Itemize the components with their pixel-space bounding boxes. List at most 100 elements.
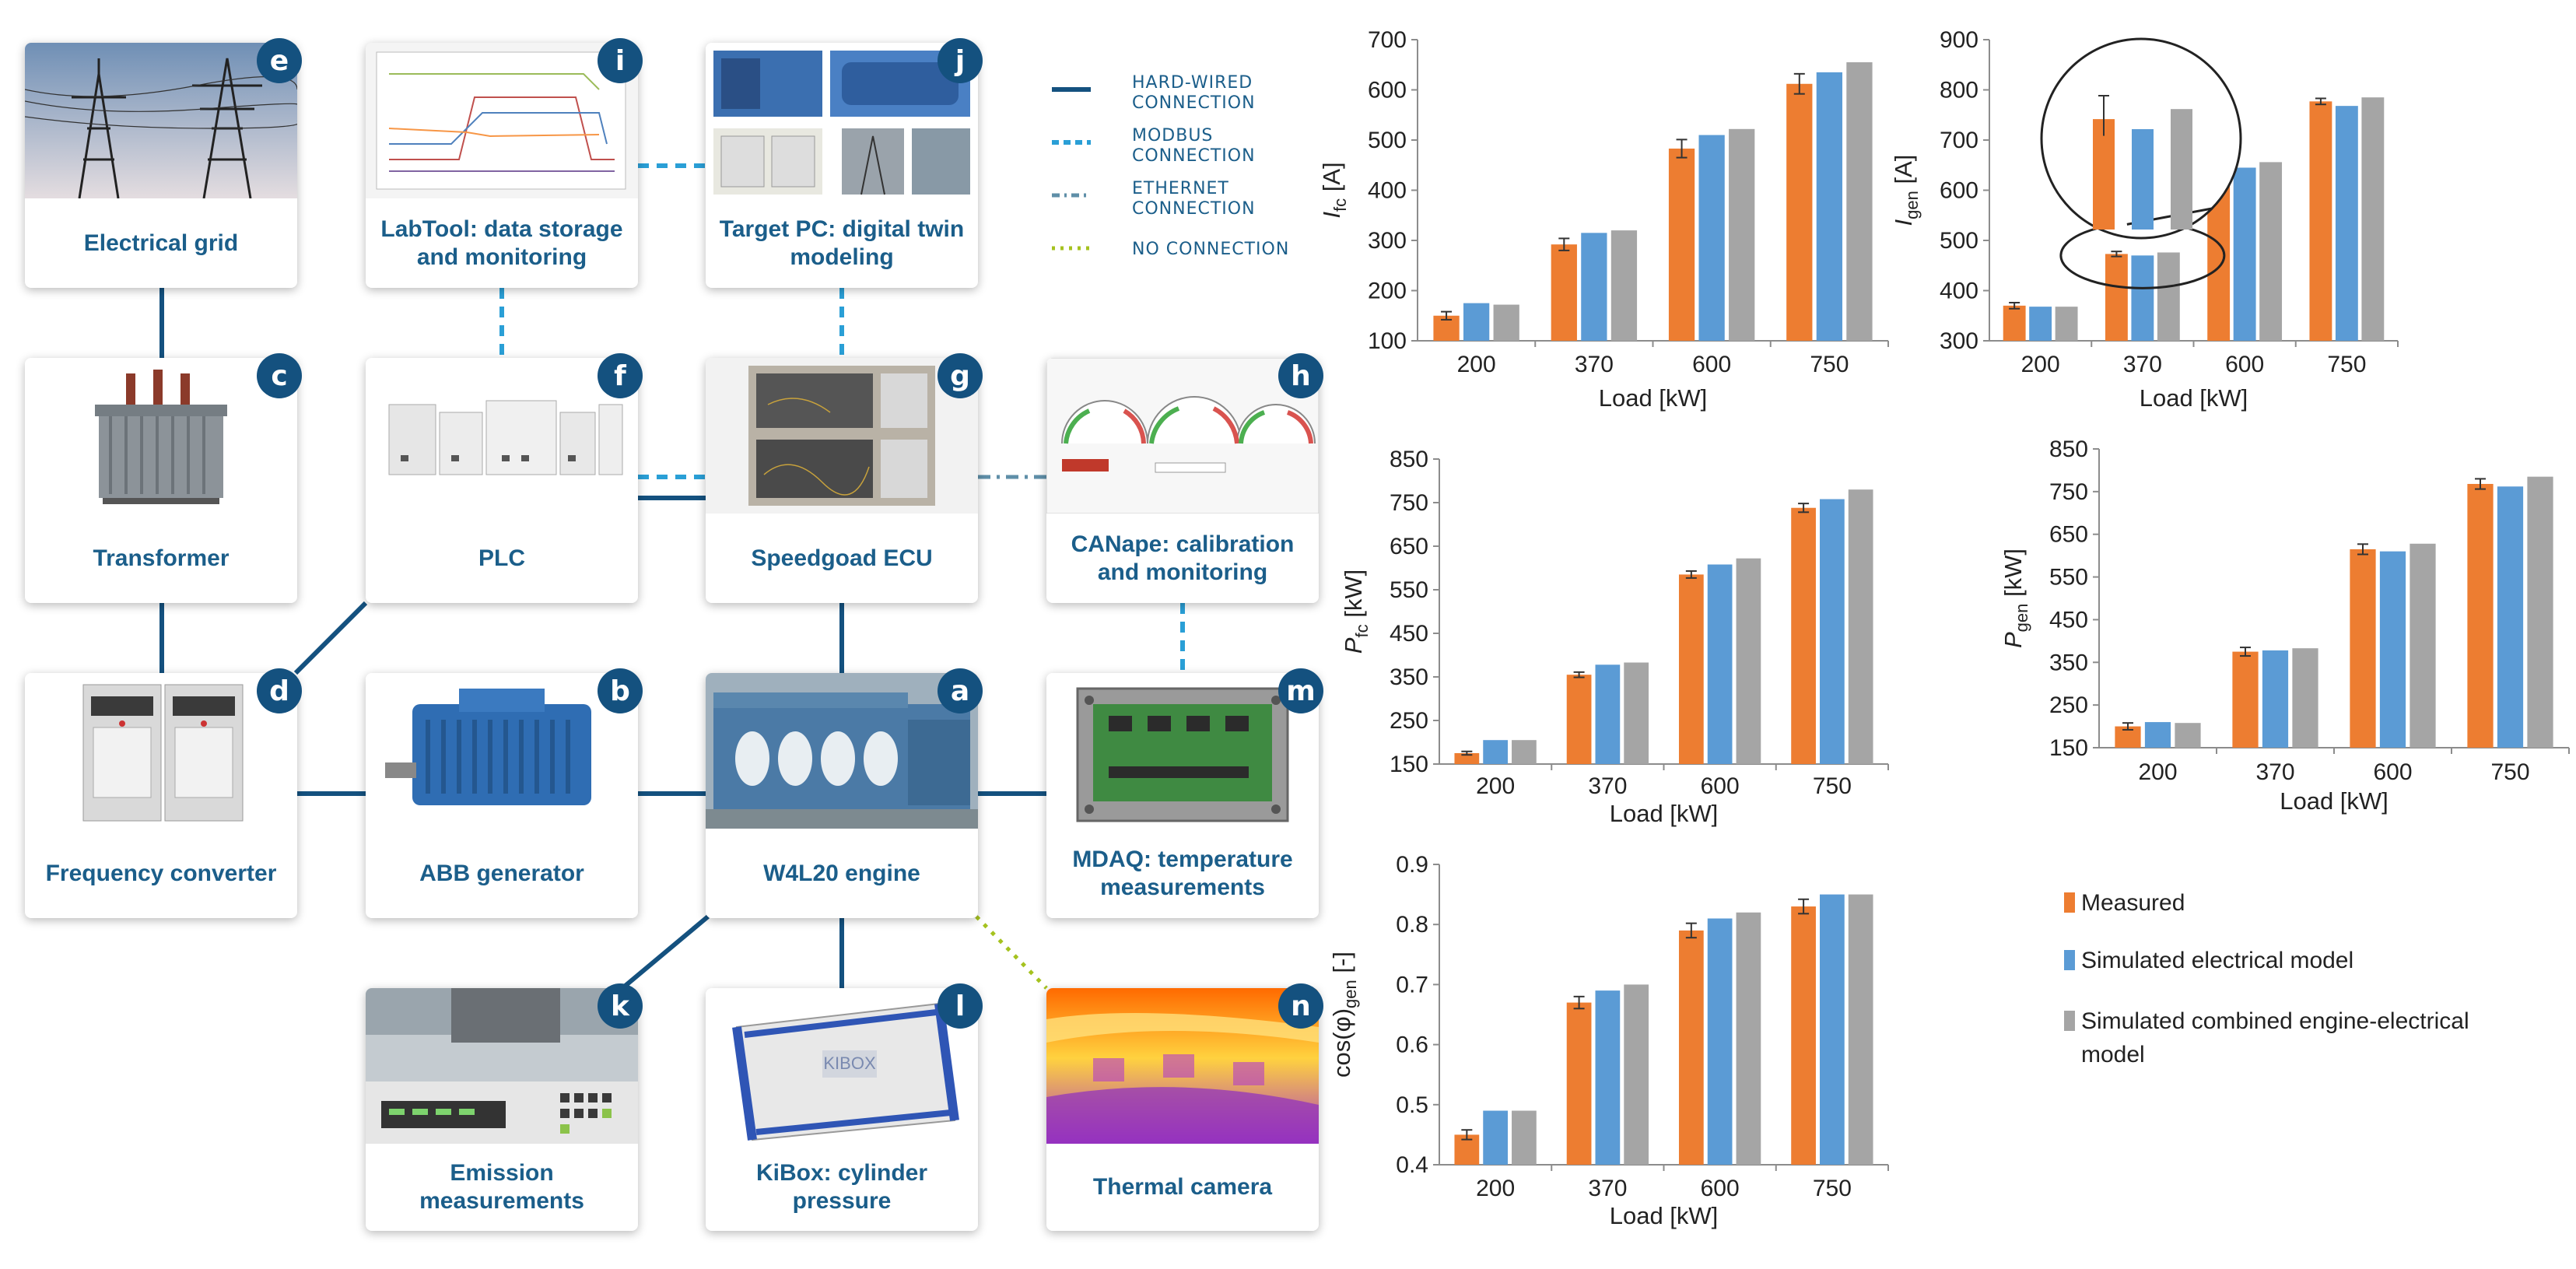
card-target-pc[interactable]: Target PC: digital twin modeling j [706,38,983,288]
badge-i: i [598,38,643,83]
bar-measured-200 [1454,753,1480,764]
x-tick-label: 370 [1588,1176,1627,1201]
card-abb-generator[interactable]: ABB generator b [366,668,643,918]
bar-simulated-electrical-model-370 [2262,650,2289,748]
zoom-bar [2093,119,2115,230]
card-frequency-converter[interactable]: Frequency converter d [25,668,302,918]
y-axis-label-part: gen [1902,191,1922,219]
card-transformer[interactable]: Transformer c [25,353,302,603]
x-tick-label: 750 [1810,352,1849,377]
card-mdaq[interactable]: MDAQ: temperature measurements m [1046,668,1323,918]
bar-simulated-combined-engine-electrical-model-750 [2361,97,2385,342]
card-speedgoad-ecu[interactable]: Speedgoad ECU g [706,353,983,603]
bar-measured-370 [1566,675,1592,764]
badge-j: j [938,38,983,83]
chart-5: 0.4 0.5 0.6 0.7 0.8 0.9 200 370 600 750 Load [kW] c… [1328,852,1889,1229]
bar-measured-750 [1791,507,1816,764]
card-kibox[interactable]: KIBOX KiBox: cylinder pressure l [706,983,983,1231]
monitor-plot-image [366,43,638,198]
y-axis-label-part: gen [2012,604,2031,633]
plc-image [366,358,638,514]
card-labtool[interactable]: LabTool: data storage and monitoring i [366,38,643,288]
chart-legend-swatch [2064,892,2075,913]
photo-daq-box [1046,673,1319,829]
x-tick-label: 600 [1701,1176,1740,1201]
x-tick-label: 200 [1457,352,1496,377]
badge-n: n [1278,983,1323,1029]
y-axis-label-part: [-] [1328,952,1355,980]
y-axis-label-part: I [1890,219,1917,226]
legend-modbus-label: MODBUS [1132,126,1213,145]
y-tick-label: 500 [1368,128,1407,153]
y-tick-label: 700 [1940,128,1978,153]
x-tick-label: 370 [1588,773,1627,799]
bar-simulated-combined-engine-electrical-model-200 [1512,1110,1537,1165]
chart-2: 300 400 500 600 700 800 900 200 370 600 750 Load [k… [1890,27,2399,412]
y-axis-label-part: [A] [1890,155,1917,191]
y-tick-label: 0.5 [1396,1092,1428,1118]
card-label: KiBox: cylinder pressure [755,1160,928,1214]
card-label: LabTool: data storage and monitoring [380,216,623,270]
y-tick-label: 600 [1940,178,1978,204]
engine-image [706,673,978,829]
photo-pc-montage [706,43,978,198]
y-tick-label: 200 [1368,279,1407,304]
photo-power-lines [25,43,297,198]
y-tick-label: 500 [1940,228,1978,254]
x-tick-label: 200 [2021,352,2060,377]
y-axis-label-part: I [1318,212,1345,219]
y-axis-label: Pfc [kW] [1340,570,1372,654]
badge-g: g [938,353,983,398]
chart-legend-swatch [2064,950,2075,970]
card-plc[interactable]: PLC f [366,353,643,603]
hard-connection-line [621,914,710,990]
bar-simulated-combined-engine-electrical-model-200 [1512,740,1537,764]
x-tick-label: 370 [2255,759,2294,785]
bar-simulated-combined-engine-electrical-model-200 [2175,723,2201,748]
y-tick-label: 300 [1368,228,1407,254]
y-tick-label: 800 [1940,78,1978,103]
bar-simulated-electrical-model-750 [1816,72,1843,342]
x-tick-label: 600 [1701,773,1740,799]
card-w4l20-engine[interactable]: W4L20 engine a [706,668,983,918]
x-tick-label: 600 [2373,759,2412,785]
bar-simulated-combined-engine-electrical-model-600 [1736,558,1761,764]
badge-m: m [1278,668,1323,713]
y-tick-label: 0.6 [1396,1032,1428,1058]
card-label: Emission measurements [419,1160,584,1214]
y-tick-label: 450 [1390,621,1428,647]
y-axis-label: Pgen [kW] [1999,549,2031,648]
card-emission-measurements[interactable]: Emission measurements k [366,983,643,1231]
bar-simulated-electrical-model-200 [1463,303,1490,341]
analyzer-image [366,988,638,1144]
bar-simulated-combined-engine-electrical-model-370 [2292,648,2318,748]
y-tick-label: 900 [1940,27,1978,53]
x-tick-label: 600 [2225,352,2264,377]
badge-c: c [257,353,302,398]
bar-simulated-electrical-model-200 [2029,307,2052,341]
y-axis-label-part: [kW] [1340,570,1367,625]
y-axis-label-part: fc [1330,198,1350,212]
y-axis-label-part: P [1999,632,2027,648]
y-tick-label: 250 [1390,708,1428,734]
badge-d: d [257,668,302,713]
bar-simulated-electrical-model-370 [1581,233,1607,341]
bar-simulated-combined-engine-electrical-model-750 [1848,894,1873,1165]
bar-simulated-electrical-model-600 [2233,167,2256,341]
card-electrical-grid[interactable]: Electrical grid e [25,38,302,288]
bar-simulated-electrical-model-600 [1707,918,1733,1165]
bar-measured-750 [2309,101,2332,341]
bar-measured-370 [2105,254,2128,341]
bar-measured-200 [2003,305,2026,341]
card-thermal-camera[interactable]: Thermal camera n [1046,983,1323,1231]
bar-simulated-combined-engine-electrical-model-600 [2259,162,2283,341]
photo-gauges [1046,358,1319,514]
chart-3: 150 250 350 450 550 650 750 850 200 370 600 750 Load… [1340,447,1889,827]
card-label: PLC [478,545,525,571]
gauges-image [1046,358,1319,514]
y-tick-label: 700 [1368,27,1407,53]
photo-plc [366,358,638,514]
card-canape[interactable]: CANape: calibration and monitoring h [1046,353,1323,603]
y-tick-label: 0.7 [1396,972,1428,997]
